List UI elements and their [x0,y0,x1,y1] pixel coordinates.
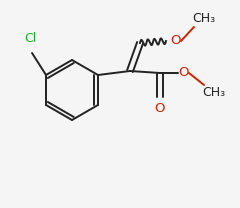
Text: Cl: Cl [24,32,36,46]
Text: O: O [171,35,181,47]
Text: O: O [155,102,165,114]
Text: CH₃: CH₃ [192,12,216,26]
Text: CH₃: CH₃ [202,87,226,99]
Text: O: O [179,67,189,79]
